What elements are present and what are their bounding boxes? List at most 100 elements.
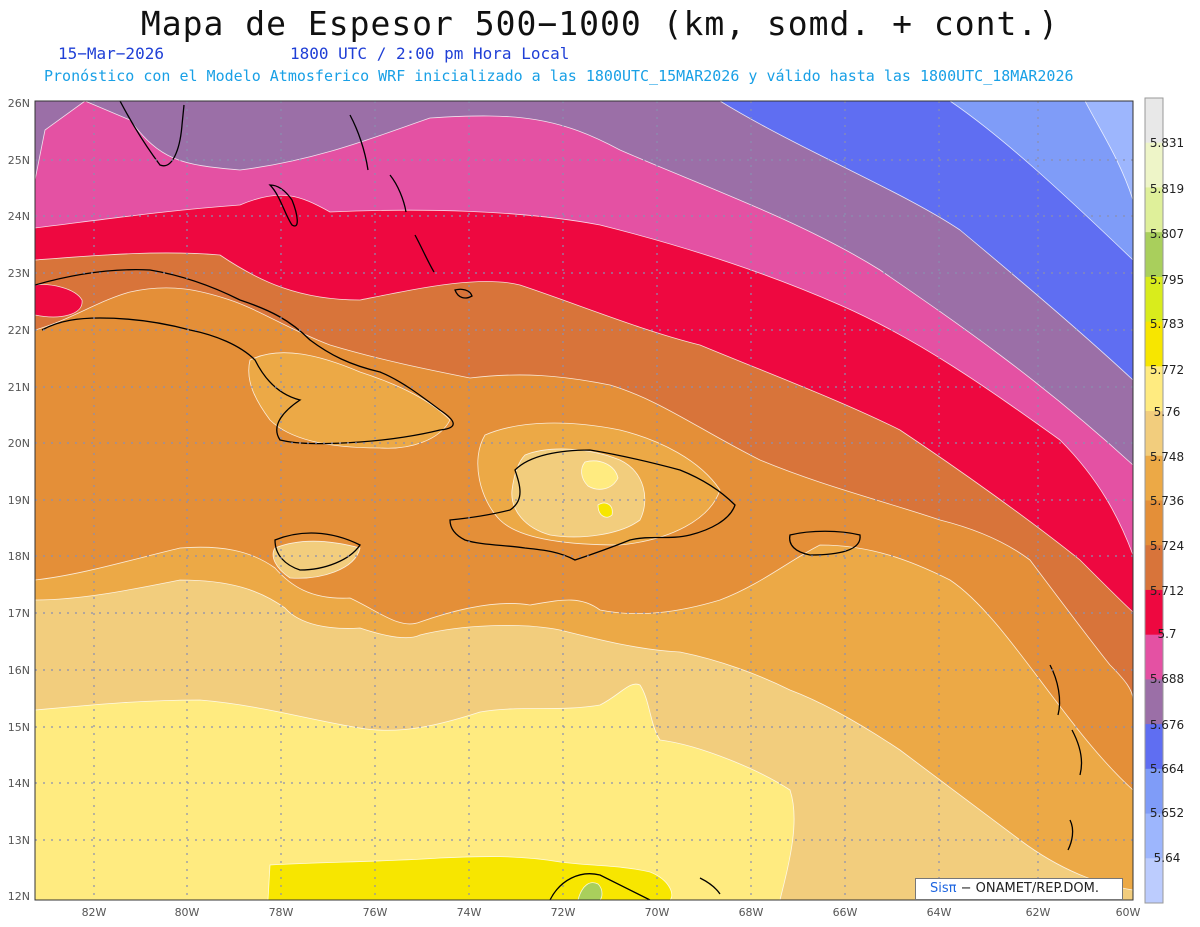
colorbar-swatch bbox=[1145, 276, 1163, 323]
colorbar-swatch bbox=[1145, 545, 1163, 591]
band-5760-jam bbox=[272, 540, 361, 579]
coast-venezuela-guajira bbox=[549, 873, 651, 900]
plot-frame bbox=[34, 100, 1134, 901]
colorbar-swatch bbox=[1145, 411, 1163, 457]
colorbar-label: 5.831 bbox=[1150, 136, 1184, 150]
lon-label: 76W bbox=[363, 906, 388, 919]
coast-cuba bbox=[35, 269, 454, 445]
colorbar-swatch bbox=[1145, 366, 1163, 412]
coast-turks bbox=[454, 288, 473, 299]
coast-bahamas-andros bbox=[268, 184, 298, 227]
coast-aruba-curacao bbox=[699, 877, 721, 895]
sispi-logo: Sisπ bbox=[930, 881, 957, 896]
colorbar-swatch bbox=[1145, 232, 1163, 278]
lon-axis: 82W 80W 78W 76W 74W 72W 70W 68W 66W 64W … bbox=[82, 906, 1141, 919]
colorbar-label: 5.795 bbox=[1150, 273, 1184, 287]
colorbar-label: 5.807 bbox=[1150, 227, 1184, 241]
coast-lesser-antilles-3 bbox=[1067, 819, 1074, 851]
colorbar-swatch bbox=[1145, 724, 1163, 770]
coast-puerto-rico bbox=[789, 530, 861, 556]
colorbar-label: 5.652 bbox=[1150, 806, 1184, 820]
colorbar-label: 5.76 bbox=[1154, 405, 1181, 419]
lat-label: 16N bbox=[8, 664, 30, 677]
coast-lesser-antilles-2 bbox=[1071, 729, 1083, 776]
lon-label: 74W bbox=[457, 906, 482, 919]
colorbar-swatch bbox=[1145, 589, 1163, 636]
colorbar-swatch bbox=[1145, 634, 1163, 680]
colorbar-swatch bbox=[1145, 500, 1163, 546]
coast-jamaica bbox=[274, 532, 361, 571]
band-5783 bbox=[577, 882, 603, 900]
colorbar-swatch bbox=[1145, 768, 1163, 815]
lat-label: 21N bbox=[8, 381, 30, 394]
lon-label: 60W bbox=[1116, 906, 1141, 919]
lat-label: 23N bbox=[8, 267, 30, 280]
lon-label: 62W bbox=[1026, 906, 1051, 919]
lon-label: 66W bbox=[833, 906, 858, 919]
lat-label: 19N bbox=[8, 494, 30, 507]
colorbar-label: 5.676 bbox=[1150, 718, 1184, 732]
colorbar-label: 5.664 bbox=[1150, 762, 1184, 776]
map-title: Mapa de Espesor 500−1000 (km, somd. + co… bbox=[140, 4, 1060, 43]
lat-label: 17N bbox=[8, 607, 30, 620]
coastlines bbox=[35, 101, 1083, 900]
colorbar-label: 5.724 bbox=[1150, 539, 1184, 553]
colorbar-label: 5.736 bbox=[1150, 494, 1184, 508]
lat-label: 22N bbox=[8, 324, 30, 337]
forecast-date: 15−Mar−2026 bbox=[58, 44, 164, 63]
colorbar-label: 5.712 bbox=[1150, 584, 1184, 598]
lat-label: 12N bbox=[8, 890, 30, 903]
colorbar-swatch bbox=[1145, 858, 1163, 904]
thickness-bands bbox=[35, 101, 1133, 900]
lat-label: 18N bbox=[8, 550, 30, 563]
colorbar bbox=[1144, 97, 1164, 904]
model-subtitle: Pronóstico con el Modelo Atmosferico WRF… bbox=[44, 67, 1074, 85]
band-5736-cuba bbox=[248, 352, 451, 449]
colorbar-label: 5.748 bbox=[1150, 450, 1184, 464]
colorbar-label: 5.7 bbox=[1157, 627, 1176, 641]
band-5772-hisp bbox=[597, 502, 613, 518]
colorbar-swatch bbox=[1145, 142, 1163, 188]
colorbar-swatch bbox=[1145, 187, 1163, 233]
lon-label: 70W bbox=[645, 906, 670, 919]
coast-florida bbox=[119, 101, 185, 167]
colorbar-swatch bbox=[1145, 98, 1163, 144]
lon-label: 80W bbox=[175, 906, 200, 919]
coast-hispaniola bbox=[449, 449, 736, 561]
lon-label: 72W bbox=[551, 906, 576, 919]
lat-label: 15N bbox=[8, 721, 30, 734]
graticule bbox=[35, 101, 1133, 900]
lat-axis: 26N 25N 24N 23N 22N 21N 20N 19N 18N 17N … bbox=[8, 97, 30, 903]
colorbar-label: 5.688 bbox=[1150, 672, 1184, 686]
lat-label: 24N bbox=[8, 210, 30, 223]
coast-lesser-antilles-1 bbox=[1049, 664, 1061, 716]
lon-label: 64W bbox=[927, 906, 952, 919]
coast-bahamas-cat bbox=[389, 174, 407, 213]
band-5772 bbox=[267, 856, 673, 900]
lon-label: 78W bbox=[269, 906, 294, 919]
band-5760 bbox=[35, 683, 795, 900]
colorbar-label: 5.772 bbox=[1150, 363, 1184, 377]
coast-bahamas-eleuthera bbox=[349, 114, 369, 171]
colorbar-swatch bbox=[1145, 455, 1163, 501]
colorbar-swatch bbox=[1145, 679, 1163, 725]
lon-label: 82W bbox=[82, 906, 107, 919]
lon-label: 68W bbox=[739, 906, 764, 919]
colorbar-frame bbox=[1144, 97, 1164, 904]
lat-label: 25N bbox=[8, 154, 30, 167]
colorbar-swatch bbox=[1145, 321, 1163, 367]
credit-org: − ONAMET/REP.DOM. bbox=[956, 881, 1100, 896]
colorbar-swatch bbox=[1145, 813, 1163, 859]
lat-label: 14N bbox=[8, 777, 30, 790]
colorbar-labels: 5.831 5.819 5.807 5.795 5.783 5.772 5.76… bbox=[1150, 136, 1184, 865]
band-5712-blob bbox=[35, 284, 83, 318]
colorbar-label: 5.783 bbox=[1150, 317, 1184, 331]
forecast-time: 1800 UTC / 2:00 pm Hora Local bbox=[290, 44, 570, 63]
colorbar-label: 5.64 bbox=[1154, 851, 1181, 865]
colorbar-label: 5.819 bbox=[1150, 182, 1184, 196]
lat-label: 13N bbox=[8, 834, 30, 847]
credit-box: Sisπ − ONAMET/REP.DOM. bbox=[915, 878, 1123, 900]
lat-label: 26N bbox=[8, 97, 30, 110]
coast-bahamas-long bbox=[414, 234, 435, 273]
